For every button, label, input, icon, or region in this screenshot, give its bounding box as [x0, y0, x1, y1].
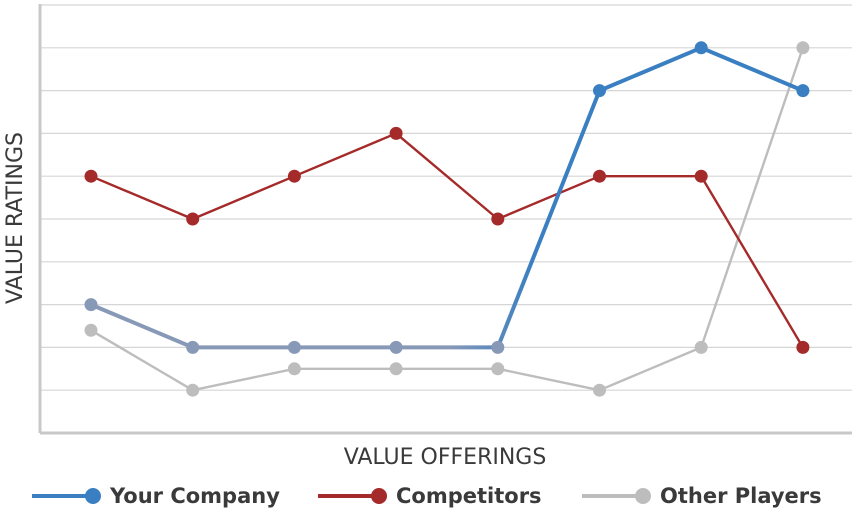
- legend-swatch-your-company: [32, 488, 101, 504]
- data-point-other-players: [694, 340, 708, 354]
- series-lines: [84, 41, 810, 397]
- data-point-competitors: [796, 340, 810, 354]
- data-point-your-company: [491, 340, 505, 354]
- series-line-your-company: [90, 45, 804, 350]
- data-point-your-company: [287, 340, 301, 354]
- series-line-competitors: [90, 132, 804, 349]
- data-point-competitors: [694, 169, 708, 183]
- data-point-competitors: [593, 169, 606, 183]
- data-point-your-company: [84, 298, 98, 312]
- data-point-competitors: [287, 169, 301, 183]
- data-point-competitors: [389, 126, 403, 140]
- legend-swatch-competitors: [318, 488, 387, 504]
- data-point-your-company: [186, 340, 200, 354]
- axes: [38, 4, 852, 435]
- chart-plot: VALUE OFFERINGS VALUE RATINGS: [3, 4, 852, 470]
- data-point-competitors: [186, 212, 200, 226]
- series-your-company: [84, 41, 810, 354]
- data-point-other-players: [186, 383, 200, 397]
- data-point-other-players: [796, 41, 810, 55]
- data-point-your-company: [694, 41, 708, 55]
- data-point-other-players: [593, 383, 606, 397]
- data-point-your-company: [593, 84, 606, 98]
- legend-item-competitors: Competitors: [316, 478, 542, 514]
- x-axis-title: VALUE OFFERINGS: [344, 445, 547, 470]
- data-point-your-company: [796, 84, 810, 98]
- legend-item-your-company: Your Company: [30, 478, 280, 514]
- data-point-other-players: [287, 362, 301, 376]
- data-point-other-players: [491, 362, 505, 376]
- series-other-players: [84, 41, 810, 397]
- legend: Your Company Competitors Other Players: [0, 478, 856, 514]
- data-point-other-players: [389, 362, 403, 376]
- data-point-competitors: [84, 169, 98, 183]
- legend-label-other-players: Other Players: [660, 484, 822, 508]
- series-line-other-players: [90, 47, 805, 392]
- data-point-other-players: [84, 323, 98, 337]
- series-competitors: [84, 126, 810, 354]
- data-point-your-company: [389, 340, 403, 354]
- legend-item-other-players: Other Players: [580, 478, 822, 514]
- legend-label-your-company: Your Company: [110, 484, 280, 508]
- y-axis-title: VALUE RATINGS: [3, 132, 28, 304]
- legend-swatch-other-players: [582, 488, 651, 504]
- data-point-competitors: [491, 212, 505, 226]
- legend-label-competitors: Competitors: [396, 484, 542, 508]
